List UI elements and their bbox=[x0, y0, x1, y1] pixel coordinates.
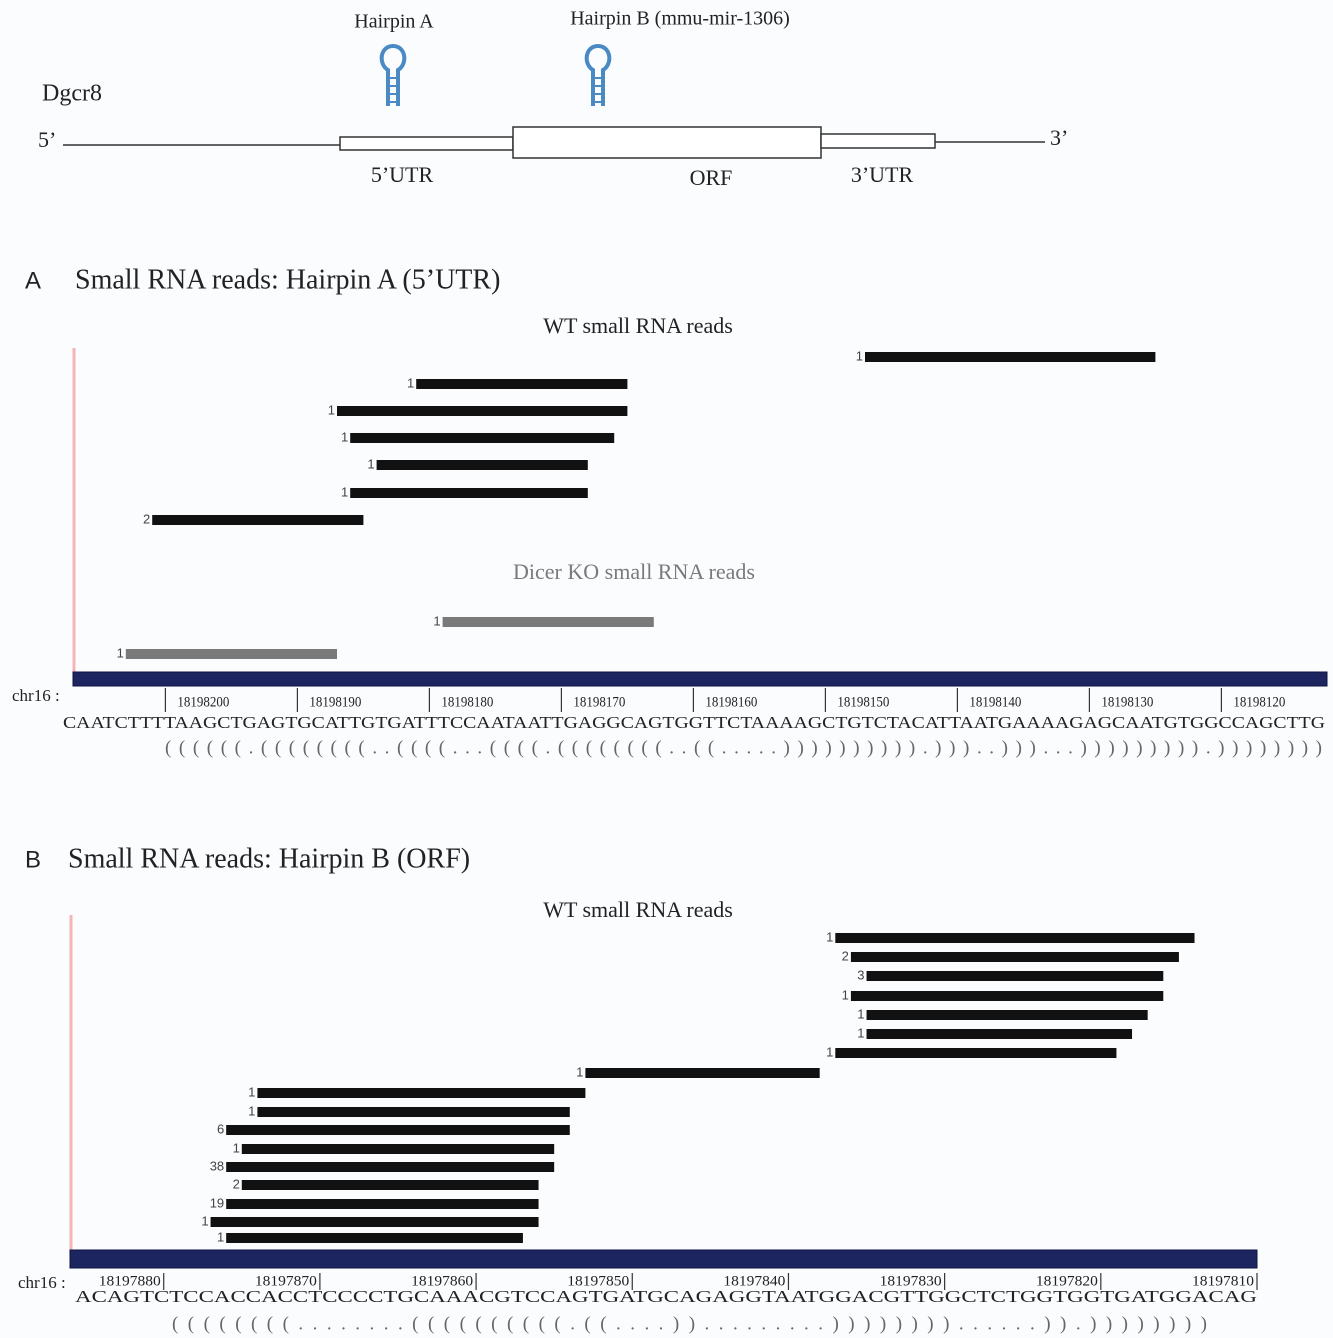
read-bar bbox=[226, 1125, 570, 1135]
tick-label: 18198190 bbox=[309, 694, 361, 710]
read-count: 1 bbox=[201, 1213, 208, 1228]
panel-title: Small RNA reads: Hairpin A (5’UTR) bbox=[75, 264, 500, 295]
read-bar bbox=[835, 1048, 1116, 1058]
read-count: 2 bbox=[842, 948, 849, 963]
read-count: 1 bbox=[826, 929, 833, 944]
orf-box bbox=[513, 127, 821, 158]
read-bar bbox=[211, 1217, 539, 1227]
tick-label: 18198140 bbox=[969, 694, 1021, 710]
read-bar bbox=[416, 379, 627, 389]
panel-letter: B bbox=[25, 846, 41, 873]
read-bar bbox=[350, 433, 614, 443]
read-bar bbox=[242, 1180, 539, 1190]
tick-label: 18198120 bbox=[1233, 694, 1285, 710]
gene-name: Dgcr8 bbox=[42, 81, 102, 107]
read-bar bbox=[242, 1144, 554, 1154]
read-bar bbox=[257, 1107, 569, 1117]
read-count: 1 bbox=[367, 456, 374, 471]
tick-label: 18198160 bbox=[705, 694, 757, 710]
read-bar bbox=[152, 515, 363, 525]
read-count: 1 bbox=[248, 1084, 255, 1099]
read-count: 3 bbox=[857, 967, 864, 982]
read-bar bbox=[226, 1233, 523, 1243]
read-count: 38 bbox=[210, 1158, 224, 1173]
read-count: 1 bbox=[341, 484, 348, 499]
read-bar bbox=[867, 971, 1164, 981]
chromosome-bar bbox=[73, 672, 1327, 686]
sequence: ACAGTCTCCACCACCTCCCCTGCAAACGTCCAGTGATGCA… bbox=[75, 1287, 1257, 1306]
read-count: 1 bbox=[433, 613, 440, 628]
read-bar bbox=[226, 1199, 538, 1209]
figure: Dgcr8 5’ 3’ 5’UTR ORF 3’UTR Hairpin A Ha… bbox=[0, 0, 1333, 1338]
hairpin-label: Hairpin A bbox=[354, 11, 434, 33]
read-count: 1 bbox=[826, 1044, 833, 1059]
panel-title: Small RNA reads: Hairpin B (ORF) bbox=[68, 843, 470, 874]
utr5-box bbox=[340, 137, 513, 150]
read-count: 2 bbox=[233, 1176, 240, 1191]
hairpin-label: Hairpin B (mmu-mir-1306) bbox=[570, 8, 790, 30]
read-bar bbox=[226, 1162, 554, 1172]
read-count: 1 bbox=[233, 1140, 240, 1155]
read-bar bbox=[851, 991, 1163, 1001]
read-count: 6 bbox=[217, 1121, 224, 1136]
read-count: 1 bbox=[842, 987, 849, 1002]
read-bar bbox=[865, 352, 1155, 362]
tick-label: 18198130 bbox=[1101, 694, 1153, 710]
group-label: Dicer KO small RNA reads bbox=[513, 559, 755, 584]
read-count: 1 bbox=[576, 1064, 583, 1079]
chromosome-label: chr16 : bbox=[18, 1273, 66, 1292]
read-count: 1 bbox=[217, 1229, 224, 1244]
page: Dgcr8 5’ 3’ 5’UTR ORF 3’UTR Hairpin A Ha… bbox=[0, 0, 1333, 1338]
read-bar bbox=[851, 952, 1179, 962]
three-prime-label: 3’ bbox=[1050, 125, 1068, 150]
read-count: 1 bbox=[407, 375, 414, 390]
read-bar bbox=[585, 1068, 819, 1078]
read-count: 1 bbox=[341, 429, 348, 444]
read-count: 1 bbox=[857, 1006, 864, 1021]
region-label: ORF bbox=[690, 165, 733, 190]
read-count: 1 bbox=[856, 348, 863, 363]
group-label: WT small RNA reads bbox=[543, 897, 733, 922]
read-bar bbox=[443, 617, 654, 627]
tick-label: 18198170 bbox=[573, 694, 625, 710]
sequence: CAATCTTTTAAGCTGAGTGCATTGTGATTTCCAATAATTG… bbox=[63, 713, 1325, 732]
panel-letter: A bbox=[25, 267, 41, 294]
tick-label: 18198150 bbox=[837, 694, 889, 710]
chromosome-label: chr16 : bbox=[12, 686, 60, 705]
read-bar bbox=[337, 406, 627, 416]
read-count: 19 bbox=[210, 1195, 224, 1210]
read-count: 1 bbox=[328, 402, 335, 417]
read-count: 1 bbox=[248, 1103, 255, 1118]
read-count: 1 bbox=[117, 645, 124, 660]
chromosome-bar bbox=[70, 1250, 1257, 1268]
read-bar bbox=[257, 1088, 585, 1098]
read-count: 1 bbox=[857, 1025, 864, 1040]
region-label: 3’UTR bbox=[851, 162, 914, 187]
read-bar bbox=[867, 1010, 1148, 1020]
region-label: 5’UTR bbox=[371, 162, 434, 187]
read-bar bbox=[377, 460, 588, 470]
read-bar bbox=[126, 649, 337, 659]
background bbox=[0, 0, 1333, 1338]
read-bar bbox=[835, 933, 1194, 943]
read-bar bbox=[350, 488, 588, 498]
tick-label: 18198180 bbox=[441, 694, 493, 710]
read-count: 2 bbox=[143, 511, 150, 526]
read-bar bbox=[867, 1029, 1133, 1039]
utr3-box bbox=[821, 134, 935, 148]
group-label: WT small RNA reads bbox=[543, 313, 733, 338]
five-prime-label: 5’ bbox=[38, 127, 56, 152]
tick-label: 18198200 bbox=[177, 694, 229, 710]
